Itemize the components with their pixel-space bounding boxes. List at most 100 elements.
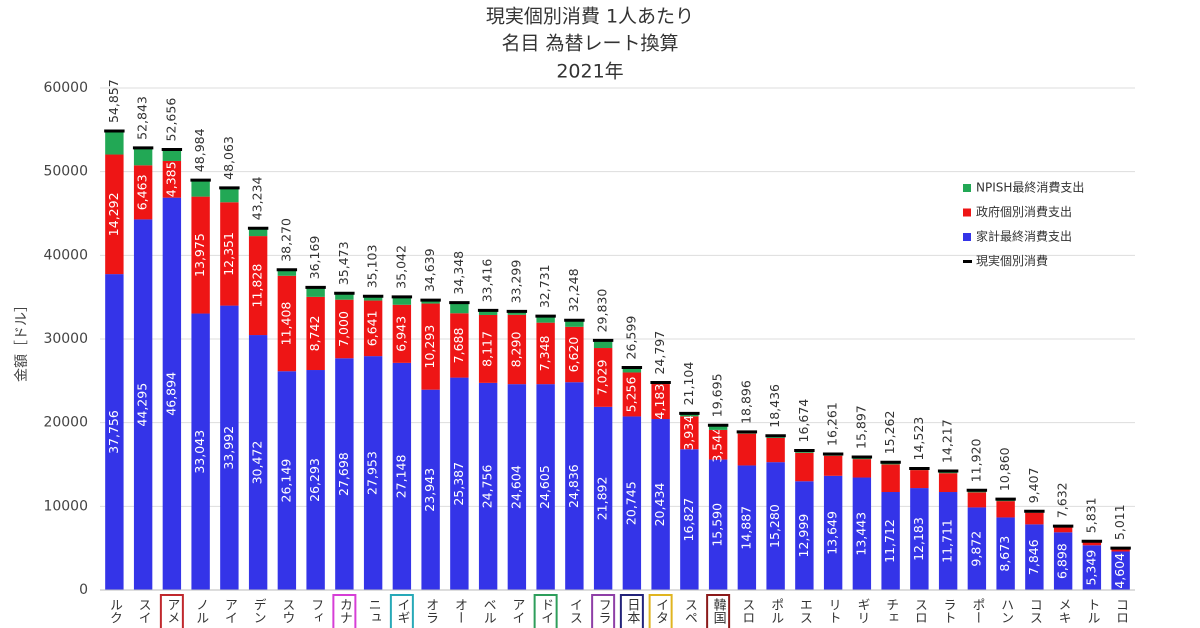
bar-segment	[392, 362, 412, 590]
bar-segment	[277, 269, 297, 276]
bar-segment	[737, 433, 757, 466]
y-tick-label: 20000	[43, 415, 88, 431]
bar-segment	[1053, 527, 1073, 533]
data-label: 26,149	[278, 459, 293, 503]
x-tick-label: トル	[1084, 598, 1099, 624]
bar-segment	[162, 160, 182, 198]
bar-segment	[507, 384, 527, 590]
bar-segment	[708, 425, 728, 430]
data-label: 24,836	[566, 464, 581, 508]
y-tick-label: 30000	[43, 331, 88, 347]
x-tick-label: ハン	[998, 598, 1013, 624]
total-label: 24,797	[652, 331, 667, 375]
data-label: 33,043	[192, 430, 207, 474]
bar-segment	[507, 314, 527, 385]
data-label: 24,604	[508, 465, 523, 509]
data-label: 44,295	[135, 383, 150, 427]
data-label: 13,443	[853, 512, 868, 556]
bar-segment	[680, 449, 699, 590]
x-tick-label: イス	[567, 598, 582, 624]
x-tick-label: エス	[797, 598, 812, 624]
y-tick-label: 50000	[43, 164, 88, 180]
legend-label: 現実個別消費	[976, 253, 1048, 268]
bar-segment	[105, 154, 124, 275]
bar-segment	[248, 335, 268, 590]
bar-segment	[335, 293, 354, 300]
bar-segment	[593, 340, 613, 349]
total-label: 29,830	[595, 289, 610, 333]
y-tick-label: 0	[79, 582, 88, 598]
data-label: 11,711	[940, 519, 955, 563]
bar-segment	[105, 274, 124, 590]
data-label: 21,892	[595, 477, 610, 521]
x-tick-label: イギ	[394, 598, 409, 624]
total-label: 11,920	[968, 438, 983, 482]
bar-segment	[938, 492, 958, 590]
x-tick-label: アイ	[222, 598, 237, 624]
bar-segment	[996, 501, 1015, 518]
bar-segment	[306, 370, 325, 590]
y-tick-label: 40000	[43, 247, 88, 263]
data-label: 3,934	[681, 415, 696, 451]
data-label: 11,712	[882, 519, 897, 563]
x-tick-label: メキ	[1056, 598, 1071, 624]
y-tick-label: 10000	[43, 498, 88, 514]
x-tick-label: ギリ	[854, 598, 869, 624]
data-label: 24,605	[537, 465, 552, 509]
bar-segment	[421, 303, 440, 390]
data-label: 13,649	[825, 511, 840, 555]
bar-segment	[708, 459, 728, 590]
data-label: 3,544	[710, 427, 725, 463]
bar-segment	[622, 367, 642, 373]
total-label: 18,436	[767, 384, 782, 428]
bar-segment	[1053, 532, 1073, 590]
bar-segment	[306, 287, 325, 297]
x-tick-label: ノル	[193, 598, 208, 624]
bar-segment	[191, 196, 210, 314]
data-label: 9,872	[968, 531, 983, 567]
bar-segment	[536, 384, 555, 590]
bar-segment	[450, 377, 469, 590]
x-tick-label: デン	[251, 598, 266, 624]
x-tick-label: ポー	[969, 598, 984, 624]
total-label: 52,656	[163, 98, 178, 142]
total-label: 16,261	[825, 402, 840, 446]
total-label: 5,831	[1083, 497, 1098, 533]
data-label: 5,256	[623, 377, 638, 413]
bar-segment	[478, 310, 498, 315]
chart-title: 現実個別消費 1人あたり	[486, 6, 694, 28]
data-label: 14,887	[738, 506, 753, 550]
data-label: 15,590	[710, 503, 725, 547]
bar-segment	[1025, 512, 1044, 525]
data-label: 27,698	[336, 452, 351, 496]
bar-segment	[220, 187, 239, 203]
data-label: 6,463	[135, 174, 150, 210]
category-box	[648, 594, 673, 628]
total-label: 33,416	[480, 259, 495, 303]
data-label: 12,351	[221, 232, 236, 276]
category-box	[619, 594, 644, 628]
total-label: 19,695	[710, 373, 725, 417]
bar-segment	[881, 492, 900, 590]
bar-segment	[622, 372, 642, 417]
x-tick-label: 韓国	[711, 598, 727, 624]
legend-label: 政府個別消費支出	[976, 204, 1072, 219]
bar-segment	[536, 316, 555, 323]
total-label: 18,896	[738, 380, 753, 424]
bar-segment	[565, 382, 584, 590]
total-label: 26,599	[623, 316, 638, 360]
bar-segment	[622, 416, 642, 590]
total-label: 14,217	[940, 419, 955, 463]
total-label: 32,731	[537, 264, 552, 308]
data-label: 12,999	[796, 514, 811, 558]
legend-swatch	[963, 233, 971, 241]
data-label: 16,827	[681, 498, 696, 542]
x-tick-label: コス	[1027, 598, 1042, 624]
x-tick-label: ラト	[941, 598, 956, 624]
data-label: 14,292	[106, 192, 121, 236]
bar-segment	[795, 452, 814, 482]
legend-swatch	[963, 208, 971, 217]
bar-segment	[651, 384, 670, 420]
data-label: 8,673	[997, 536, 1012, 572]
bar-segment	[766, 437, 785, 463]
